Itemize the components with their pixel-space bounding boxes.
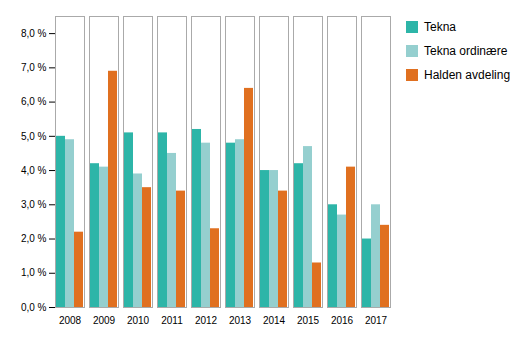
svg-text:2017: 2017 — [365, 315, 388, 326]
svg-text:3,0 %: 3,0 % — [21, 199, 47, 210]
svg-text:2,0 %: 2,0 % — [21, 233, 47, 244]
svg-text:5,0 %: 5,0 % — [21, 131, 47, 142]
svg-text:2009: 2009 — [93, 315, 116, 326]
svg-text:2011: 2011 — [161, 315, 183, 326]
html-text:Halden avdeling: Halden avdeling — [424, 68, 511, 82]
svg-text:6,0 %: 6,0 % — [21, 96, 47, 107]
svg-text:4,0 %: 4,0 % — [21, 165, 47, 176]
html-text:Tekna ordinære: Tekna ordinære — [424, 44, 508, 58]
svg-text:2008: 2008 — [59, 315, 82, 326]
svg-text:0,0 %: 0,0 % — [21, 302, 47, 313]
svg-text:1,0 %: 1,0 % — [21, 267, 47, 278]
svg-text:2010: 2010 — [127, 315, 150, 326]
svg-text:2014: 2014 — [263, 315, 286, 326]
svg-text:7,0 %: 7,0 % — [21, 62, 47, 73]
svg-text:2013: 2013 — [229, 315, 252, 326]
svg-text:2015: 2015 — [297, 315, 320, 326]
svg-text:8,0 %: 8,0 % — [21, 28, 47, 39]
html-text:Tekna: Tekna — [424, 20, 456, 34]
svg-text:2016: 2016 — [331, 315, 354, 326]
svg-text:2012: 2012 — [195, 315, 218, 326]
